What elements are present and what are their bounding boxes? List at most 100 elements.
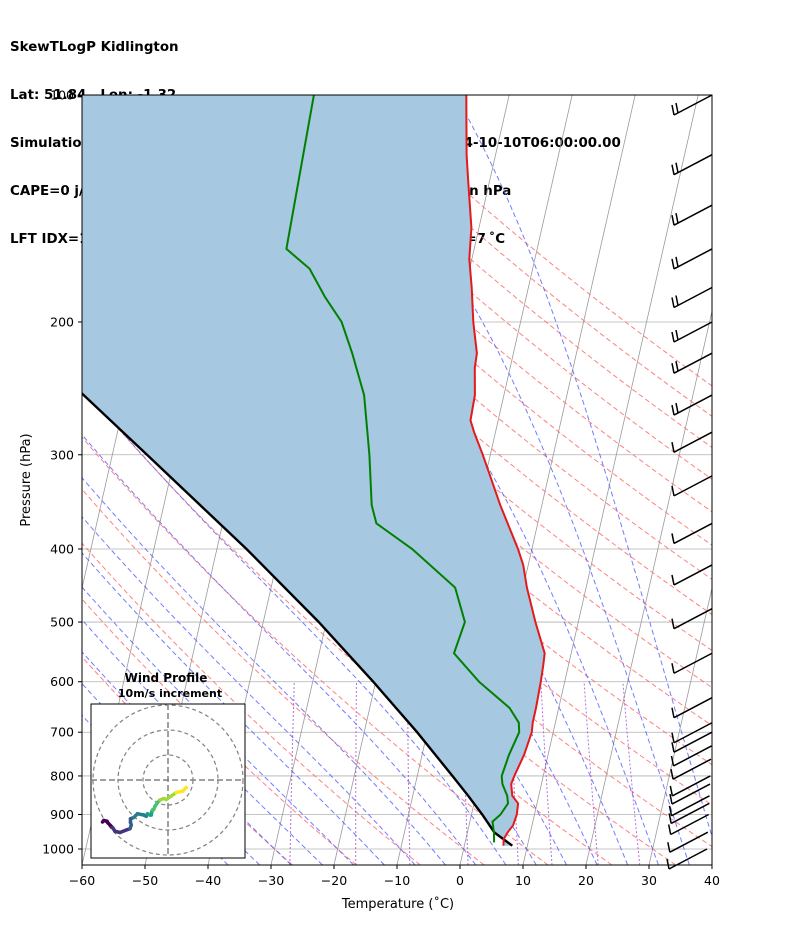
wind-barb (671, 204, 713, 226)
wind-barb (671, 394, 713, 416)
wind-barb-staff (673, 94, 713, 116)
parcel-temperature-shading (82, 95, 545, 846)
y-tick-label: 200 (50, 314, 74, 329)
wind-barb-staff (673, 475, 713, 497)
skewt-plot-area: −60 −50 −40 −30 −20 −10 0 10 20 30 40 1000 900 800 700… (0, 88, 720, 913)
wind-barb-flag (675, 402, 679, 414)
wind-barb-flag (671, 297, 675, 308)
wind-barb-flag (675, 213, 679, 224)
wind-barb-staff (673, 745, 712, 767)
wind-barb-staff (671, 775, 711, 797)
wind-barb (671, 154, 713, 176)
wind-barb-flag (667, 842, 671, 853)
wind-barb (671, 608, 713, 630)
y-axis-label: Pressure (hPa) (19, 433, 34, 526)
dry-adiabat (327, 95, 712, 417)
hodograph-subtitle: 10m/s increment (118, 687, 222, 700)
station-title: SkewTLogP Kidlington (10, 40, 179, 55)
wind-barb-staff (673, 352, 713, 374)
wind-barb-flag (671, 732, 675, 743)
mixing-ratio-line (540, 681, 553, 865)
moist-adiabat (82, 682, 261, 865)
wind-barb-staff (673, 248, 713, 270)
wind-barb-flag (668, 805, 673, 816)
wind-barb (670, 758, 712, 780)
temperature-line (465, 95, 546, 846)
wind-barb (671, 522, 713, 545)
moist-adiabat (82, 586, 354, 865)
y-tick-label: 700 (50, 725, 74, 740)
wind-barb (667, 813, 710, 836)
wind-barb (671, 94, 713, 116)
dry-adiabat (294, 95, 712, 449)
moist-adiabat (82, 261, 568, 865)
wind-barb (670, 745, 712, 767)
y-tick-label: 600 (50, 674, 74, 689)
wind-barb-staff (673, 154, 713, 176)
wind-barb-flag (675, 256, 679, 268)
moist-adiabat (82, 619, 323, 865)
wind-barb-staff (673, 652, 713, 674)
y-tick-label: 800 (50, 768, 74, 783)
wind-barb-flag (669, 785, 674, 797)
hodograph-trace-segment (183, 785, 188, 791)
wind-barb-flag (671, 331, 675, 343)
sounding-profiles (82, 95, 546, 847)
wind-barb-flag (667, 824, 672, 835)
x-axis-label: Temperature (˚C) (341, 896, 454, 912)
wind-barb-staff (670, 802, 710, 825)
wind-barb-flag (671, 164, 675, 175)
wind-barb-staff (673, 431, 713, 453)
x-tick-label: 30 (641, 873, 657, 888)
wind-barb-staff (673, 204, 713, 226)
x-tick-label: −50 (132, 873, 158, 888)
axes: −60 −50 −40 −30 −20 −10 0 10 20 30 40 1000 900 800 700… (42, 88, 720, 889)
dry-adiabat (82, 598, 357, 865)
wind-barb (671, 722, 713, 744)
wind-barb-flag (675, 361, 679, 372)
wind-barb-flag (670, 755, 675, 767)
wind-barb-staff (669, 831, 709, 853)
wind-barb-flag (671, 104, 675, 116)
moist-adiabat (332, 110, 690, 865)
hodograph-title: Wind Profile (125, 671, 208, 685)
mixing-ratio-line (355, 681, 357, 865)
isotherm-20 (585, 309, 712, 865)
wind-barb (666, 848, 708, 870)
wind-barb (671, 652, 713, 674)
wind-barb-flag (671, 404, 675, 416)
hodograph-content (91, 704, 245, 858)
wind-barb (671, 697, 713, 719)
wind-barb-staff (670, 813, 710, 836)
wind-barb-staff (673, 731, 713, 753)
wind-barb-staff (673, 394, 713, 416)
moist-adiabat (82, 552, 385, 865)
dry-adiabat (164, 95, 712, 581)
wind-profile-hodograph: Wind Profile 10m/s increment (90, 671, 246, 859)
wind-barb-flag (671, 442, 675, 453)
x-tick-label: −10 (384, 873, 410, 888)
y-tick-label: 500 (50, 615, 74, 630)
moist-adiabat (463, 110, 712, 839)
wind-barb-staff (672, 758, 712, 780)
x-tick-label: 40 (704, 873, 720, 888)
x-tick-label: −40 (195, 873, 221, 888)
moist-adiabat (82, 476, 446, 865)
y-tick-label: 900 (50, 807, 74, 822)
wind-barb-staff (673, 697, 713, 719)
mixing-ratio-line (289, 681, 295, 865)
wind-barb-staff (673, 522, 713, 545)
isotherm-10 (522, 95, 699, 865)
wind-barb-flag (671, 533, 675, 544)
isotherm-40 (711, 863, 712, 865)
wind-barb-staff (673, 564, 713, 586)
wind-barb-flag (668, 813, 672, 824)
x-tick-label: −60 (69, 873, 95, 888)
wind-barb-flag (669, 793, 673, 805)
isotherm--100 (0, 95, 5, 865)
y-tick-label: 400 (50, 541, 74, 556)
dry-adiabat (82, 436, 549, 865)
moist-adiabat (82, 516, 416, 865)
wind-barb-flag (666, 858, 670, 870)
dry-adiabat (82, 656, 293, 865)
